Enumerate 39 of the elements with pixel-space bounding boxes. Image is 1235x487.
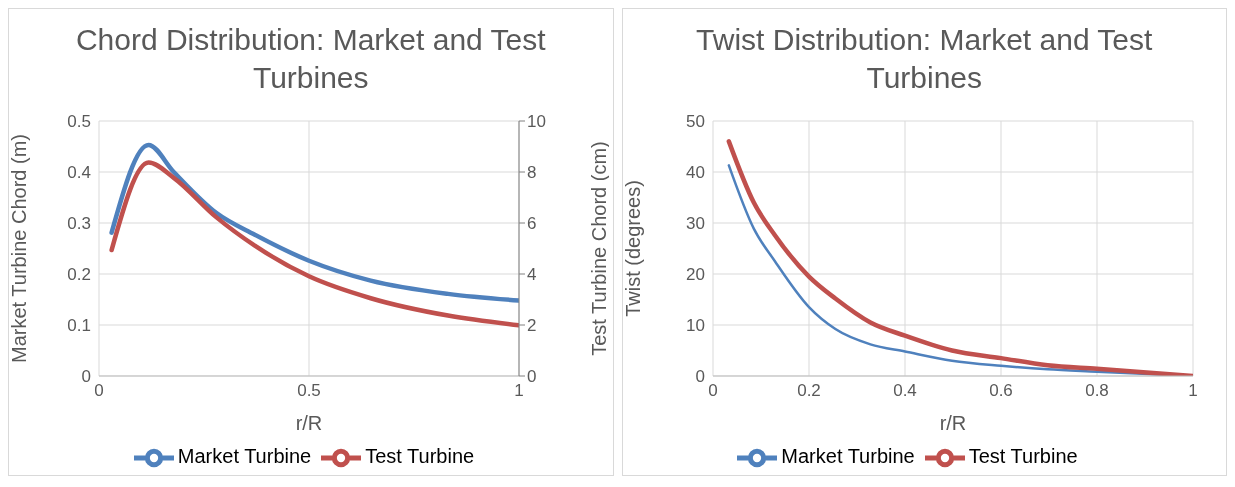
y2-tick-label: 8 xyxy=(527,163,537,183)
line-series xyxy=(109,160,519,328)
y-tick-label: 10 xyxy=(685,316,705,336)
x-tick-label: 0.8 xyxy=(1084,381,1109,401)
y-axis-title: Twist (degrees) xyxy=(621,180,644,317)
x-tick-label: 0.2 xyxy=(796,381,821,401)
y-tick-label: 0.3 xyxy=(67,214,91,234)
y2-tick-label: 10 xyxy=(527,112,546,132)
y-tick-label: 0 xyxy=(695,367,705,387)
y-tick-label: 0.1 xyxy=(67,316,91,336)
x-tick-label: 0.6 xyxy=(988,381,1013,401)
legend-label: Test Turbine xyxy=(968,445,1078,468)
y-tick-label: 50 xyxy=(685,112,705,132)
y-tick-label: 40 xyxy=(685,163,705,183)
x-tick-label: 1 xyxy=(514,381,524,401)
y-axis-title: Market Turbine Chord (m) xyxy=(8,134,31,363)
x-tick-label: 0 xyxy=(94,381,104,401)
y2-tick-label: 0 xyxy=(527,367,537,387)
y-tick-label: 0.5 xyxy=(67,112,91,132)
x-tick-label: 1 xyxy=(1187,381,1198,401)
y-tick-label: 20 xyxy=(685,265,705,285)
legend-label: Test Turbine xyxy=(365,445,475,468)
legend-label: Market Turbine xyxy=(781,445,915,468)
x-tick-label: 0.4 xyxy=(892,381,917,401)
y-tick-label: 30 xyxy=(685,214,705,234)
y2-tick-label: 2 xyxy=(527,316,537,336)
y-tick-label: 0.2 xyxy=(67,265,91,285)
chart-title: Chord Distribution: Market and Test Turbines xyxy=(74,22,547,96)
x-tick-label: 0 xyxy=(707,381,718,401)
line-series xyxy=(109,142,519,303)
legend-label: Market Turbine xyxy=(177,445,312,468)
x-axis-title: r/R xyxy=(295,412,323,434)
y-tick-label: 0.4 xyxy=(67,163,91,183)
chart-title: Twist Distribution: Market and Test Turbines xyxy=(695,22,1154,96)
x-tick-label: 0.5 xyxy=(297,381,321,401)
x-axis-title: r/R xyxy=(939,412,966,434)
y2-tick-label: 4 xyxy=(527,265,537,285)
y-tick-label: 0 xyxy=(81,367,91,387)
y2-tick-label: 6 xyxy=(527,214,537,234)
